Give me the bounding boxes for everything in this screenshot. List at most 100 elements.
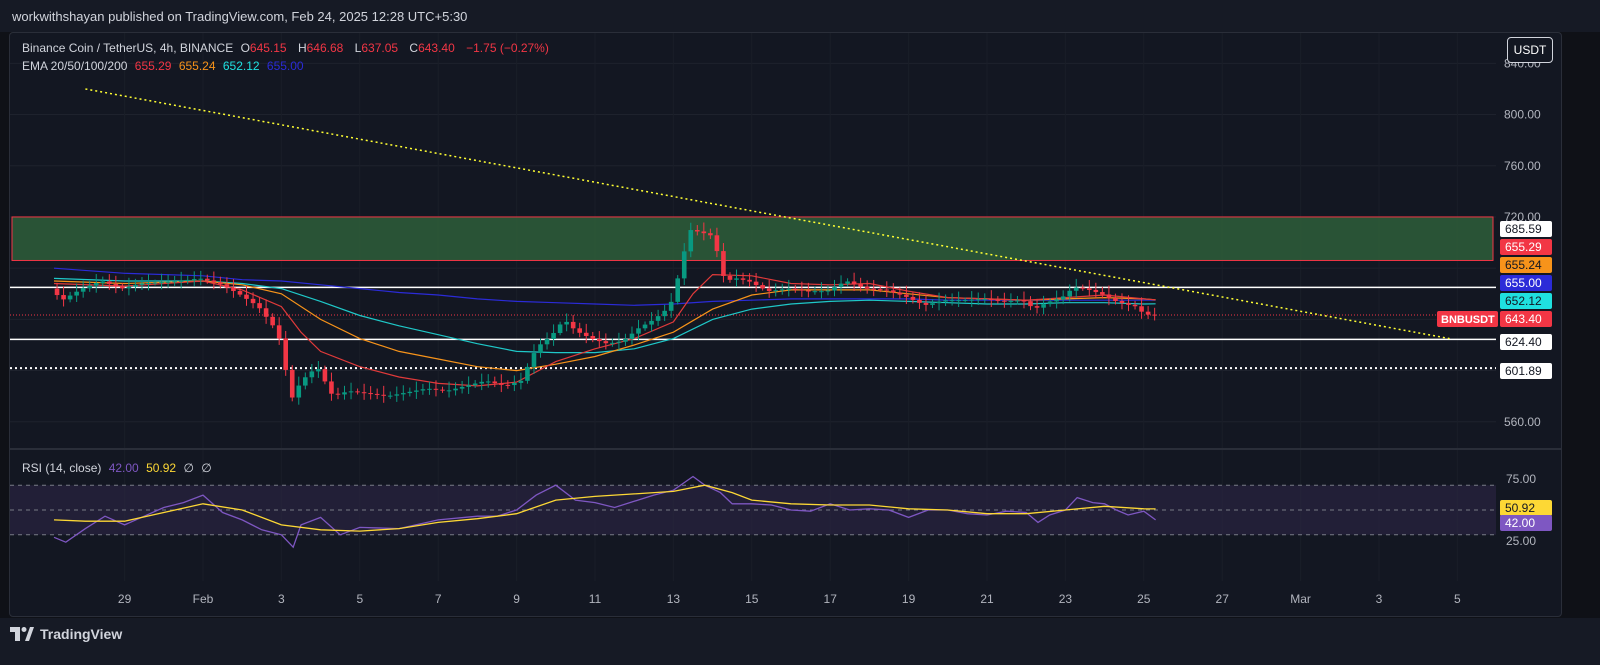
candle-down [1028, 301, 1033, 307]
candle-down [1021, 300, 1027, 302]
candle-up [636, 328, 641, 334]
candle-up [348, 391, 354, 393]
candle-up [675, 278, 681, 302]
candle-down [492, 381, 498, 384]
candle-up [962, 300, 968, 302]
rsi-marker-bg [1500, 500, 1552, 516]
candle-up [610, 342, 615, 344]
ema-label[interactable]: EMA 20/50/100/200 [22, 59, 128, 73]
price-chart[interactable]: 560.00600.00640.00680.00720.00760.00800.… [10, 33, 1561, 616]
candle-up [531, 353, 537, 367]
price-marker-bg [1500, 334, 1552, 350]
candle-down [1119, 301, 1125, 304]
candle-up [387, 395, 393, 397]
candle-up [342, 392, 347, 395]
candle-down [368, 393, 373, 395]
price-marker-bg [1500, 311, 1552, 327]
price-marker-bg [1500, 363, 1552, 379]
candle-down [897, 292, 903, 295]
candle-down [989, 299, 994, 301]
candle-up [126, 286, 132, 289]
candle-down [695, 230, 700, 232]
y-tick-label: 800.00 [1504, 108, 1541, 122]
rsi-label[interactable]: RSI (14, close) [22, 461, 102, 475]
price-marker: 624.40 [1505, 335, 1542, 349]
high-value: 646.68 [306, 41, 344, 55]
price-marker-bg [1500, 239, 1552, 255]
price-marker-bg [1500, 257, 1552, 273]
open-label: O [240, 41, 250, 55]
chart-frame[interactable]: 560.00600.00640.00680.00720.00760.00800.… [9, 32, 1562, 617]
y-tick-label: 720.00 [1504, 210, 1541, 224]
candle-down [793, 288, 798, 290]
candle-up [649, 320, 654, 325]
x-tick-label: 19 [902, 592, 916, 606]
candle-down [505, 384, 511, 386]
symbol-legend: Binance Coin / TetherUS, 4h, BINANCE O 64… [22, 41, 553, 55]
currency-button[interactable]: USDT [1507, 37, 1553, 63]
candle-down [244, 294, 249, 299]
candle-down [570, 321, 576, 329]
candle-down [603, 341, 609, 344]
candle-down [433, 388, 439, 390]
price-marker: 652.12 [1505, 294, 1542, 308]
candle-down [276, 325, 282, 339]
candle-up [779, 289, 785, 291]
candle-down [499, 383, 504, 385]
candle-up [734, 278, 739, 280]
candle-up [518, 380, 524, 383]
candle-up [662, 310, 667, 317]
candle-down [120, 286, 125, 289]
candle-up [1047, 301, 1053, 305]
candle-down [1106, 294, 1112, 299]
candle-up [172, 281, 177, 283]
candle-up [74, 291, 79, 296]
candle-up [198, 278, 204, 280]
candle-up [845, 281, 850, 284]
candle-up [668, 301, 674, 311]
close-value: 643.40 [418, 41, 455, 55]
candle-down [329, 381, 334, 394]
candle-up [623, 338, 628, 342]
candle-up [564, 321, 569, 325]
candle-up [681, 251, 687, 279]
candle-up [956, 300, 961, 302]
candle-up [1015, 300, 1020, 302]
candle-up [1060, 296, 1066, 300]
candle-up [185, 279, 191, 281]
candle-up [93, 283, 99, 286]
rsi-y-tick-label: 25.00 [1506, 534, 1536, 548]
candle-up [394, 394, 400, 396]
candle-up [1008, 300, 1014, 302]
candle-down [355, 391, 360, 393]
candle-down [714, 235, 720, 252]
x-tick-label: 11 [589, 592, 602, 606]
change-value: −1.75 (−0.27%) [466, 41, 549, 55]
candle-up [152, 282, 158, 284]
candle-down [270, 316, 275, 326]
candle-down [799, 289, 805, 291]
candle-up [544, 338, 550, 345]
candle-down [871, 288, 877, 290]
low-value: 637.05 [361, 41, 399, 55]
tradingview-logo[interactable]: TradingView [10, 626, 122, 642]
rsi-band-fill [10, 485, 1496, 535]
brand-name: TradingView [40, 626, 123, 642]
candle-down [923, 302, 929, 305]
candle-down [877, 289, 883, 291]
symbol-title[interactable]: Binance Coin / TetherUS, 4h, BINANCE [22, 41, 234, 55]
ema100-value: 652.12 [222, 59, 260, 73]
candle-up [67, 295, 73, 300]
x-tick-label: 17 [824, 592, 838, 606]
candle-down [1126, 303, 1131, 305]
candle-down [583, 332, 589, 336]
candle-down [1093, 289, 1099, 293]
candle-down [61, 295, 66, 300]
close-label: C [409, 41, 419, 55]
candle-down [263, 308, 269, 317]
candle-up [936, 301, 942, 304]
candle-up [838, 283, 844, 288]
candle-up [80, 288, 86, 292]
candle-up [538, 344, 543, 354]
x-tick-label: 7 [435, 592, 442, 606]
